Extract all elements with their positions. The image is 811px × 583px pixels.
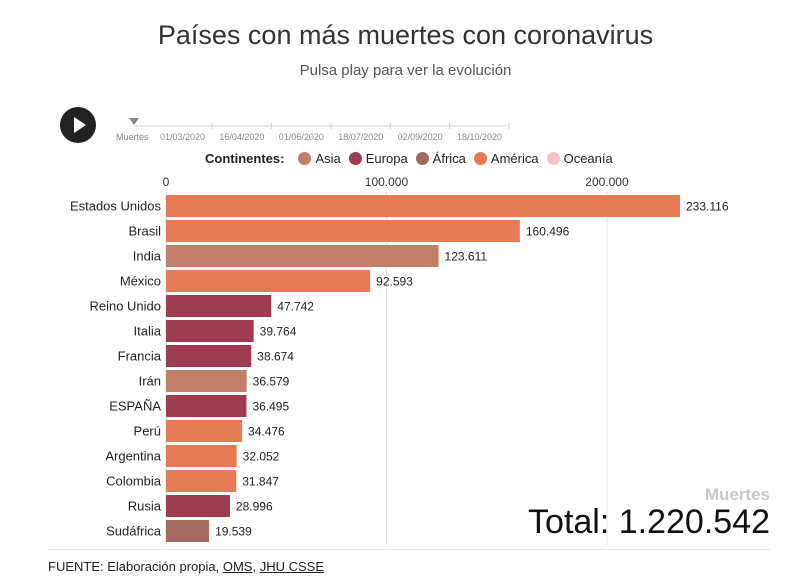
bar	[166, 295, 272, 317]
source-prefix: FUENTE: Elaboración propia,	[48, 559, 223, 574]
timeline-label: Muertes	[116, 132, 149, 142]
value-label: 123.611	[445, 250, 488, 264]
timeline-date: 18/10/2020	[457, 132, 502, 142]
source-note: FUENTE: Elaboración propia, OMS, JHU CSS…	[48, 559, 324, 574]
x-tick-label: 200.000	[585, 175, 629, 189]
category-label: Estados Unidos	[70, 199, 162, 214]
bar	[166, 320, 254, 342]
category-label: Reino Unido	[89, 299, 161, 314]
legend-title: Continentes:	[205, 151, 285, 166]
timeline-date: 18/07/2020	[338, 132, 383, 142]
category-label: India	[133, 249, 162, 264]
legend-item-asia[interactable]: Asia	[298, 151, 341, 166]
value-label: 36.579	[253, 375, 290, 389]
chart-subtitle: Pulsa play para ver la evolución	[299, 62, 512, 79]
metric-watermark: Muertes	[704, 485, 770, 504]
value-label: 38.674	[257, 350, 294, 364]
play-button[interactable]	[60, 107, 96, 143]
category-label: Italia	[134, 324, 162, 339]
bar	[166, 445, 237, 467]
continent-legend: Continentes: Asia Europa África América Ocea…	[205, 151, 621, 166]
value-label: 19.539	[215, 525, 252, 539]
category-label: Colombia	[106, 474, 162, 489]
value-label: 28.996	[236, 500, 273, 514]
bar	[166, 195, 680, 217]
value-label: 39.764	[260, 325, 297, 339]
value-label: 31.847	[242, 475, 279, 489]
category-label: Rusia	[128, 499, 162, 514]
bar	[166, 395, 247, 417]
legend-item-américa[interactable]: América	[473, 151, 539, 166]
legend-swatch	[348, 152, 362, 165]
bar	[166, 520, 210, 542]
timeline-handle	[129, 118, 139, 125]
category-label: Brasil	[128, 224, 161, 239]
timeline-slider[interactable]: Muertes 01/03/2020 16/04/2020 01/06/2020 18/…	[110, 113, 520, 148]
value-label: 32.052	[243, 450, 280, 464]
bar	[166, 245, 439, 267]
timeline-date: 01/03/2020	[160, 132, 205, 142]
category-label: Irán	[139, 374, 161, 389]
bar	[166, 220, 520, 242]
legend-label: Europa	[365, 151, 408, 166]
timeline-date: 16/04/2020	[219, 132, 264, 142]
value-label: 92.593	[376, 275, 413, 289]
value-label: 36.495	[252, 400, 289, 414]
legend-item-oceanía[interactable]: Oceanía	[546, 151, 613, 166]
category-label: Perú	[134, 424, 161, 439]
category-label: Argentina	[105, 449, 161, 464]
legend-swatch	[473, 152, 487, 165]
value-label: 160.496	[526, 225, 570, 239]
legend-item-europa[interactable]: Europa	[348, 151, 408, 166]
chart-title: Países con más muertes con coronavirus	[157, 20, 654, 50]
bar	[166, 370, 247, 392]
total-watermark: Total: 1.220.542	[528, 503, 770, 541]
legend-label: África	[432, 151, 466, 166]
bar	[166, 270, 371, 292]
category-label: Francia	[118, 349, 162, 364]
value-label: 47.742	[277, 300, 314, 314]
category-label: México	[120, 274, 161, 289]
source-link-jhu[interactable]: JHU CSSE	[259, 559, 325, 574]
legend-swatch	[415, 152, 429, 165]
legend-label: Oceanía	[563, 151, 613, 166]
value-label: 233.116	[686, 200, 729, 214]
timeline-date: 01/06/2020	[279, 132, 324, 142]
source-link-oms[interactable]: OMS	[222, 559, 253, 574]
play-icon	[74, 117, 86, 133]
x-tick-label: 0	[163, 175, 170, 189]
source-separator: ,	[252, 559, 260, 574]
timeline-date: 02/09/2020	[398, 132, 443, 142]
x-tick-label: 100.000	[365, 175, 409, 189]
bar-chart: 0 100.000 200.000 Estados Unidos 233.116 Bras…	[70, 175, 729, 545]
category-label: Sudáfrica	[106, 524, 162, 539]
footer-divider	[48, 549, 770, 550]
legend-label: Asia	[315, 151, 341, 166]
category-label: ESPAÑA	[109, 399, 161, 414]
bar	[166, 470, 237, 492]
legend-item-áfrica[interactable]: África	[415, 151, 466, 166]
legend-label: América	[490, 151, 539, 166]
legend-swatch	[298, 152, 312, 165]
value-label: 34.476	[248, 425, 285, 439]
bar	[166, 495, 230, 517]
bar	[166, 345, 252, 367]
legend-swatch	[546, 152, 560, 165]
bar	[166, 420, 243, 442]
